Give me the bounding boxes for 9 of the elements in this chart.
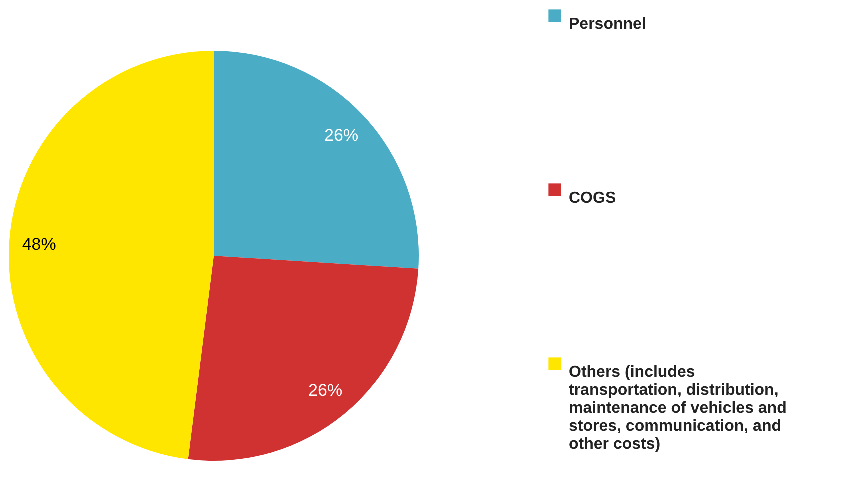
legend-label: COGS xyxy=(569,190,616,207)
pie-slice xyxy=(9,51,214,460)
data-label: 48% xyxy=(22,235,56,254)
legend-label: Others (includes transportation, distribution, maintenance of vehicles and stores, communication, and other costs) xyxy=(569,364,787,453)
pie-slice xyxy=(214,51,419,269)
pie-slice xyxy=(188,256,419,461)
legend-label: Personnel xyxy=(569,16,646,33)
data-label: 26% xyxy=(308,380,343,400)
data-label: 26% xyxy=(324,126,359,146)
